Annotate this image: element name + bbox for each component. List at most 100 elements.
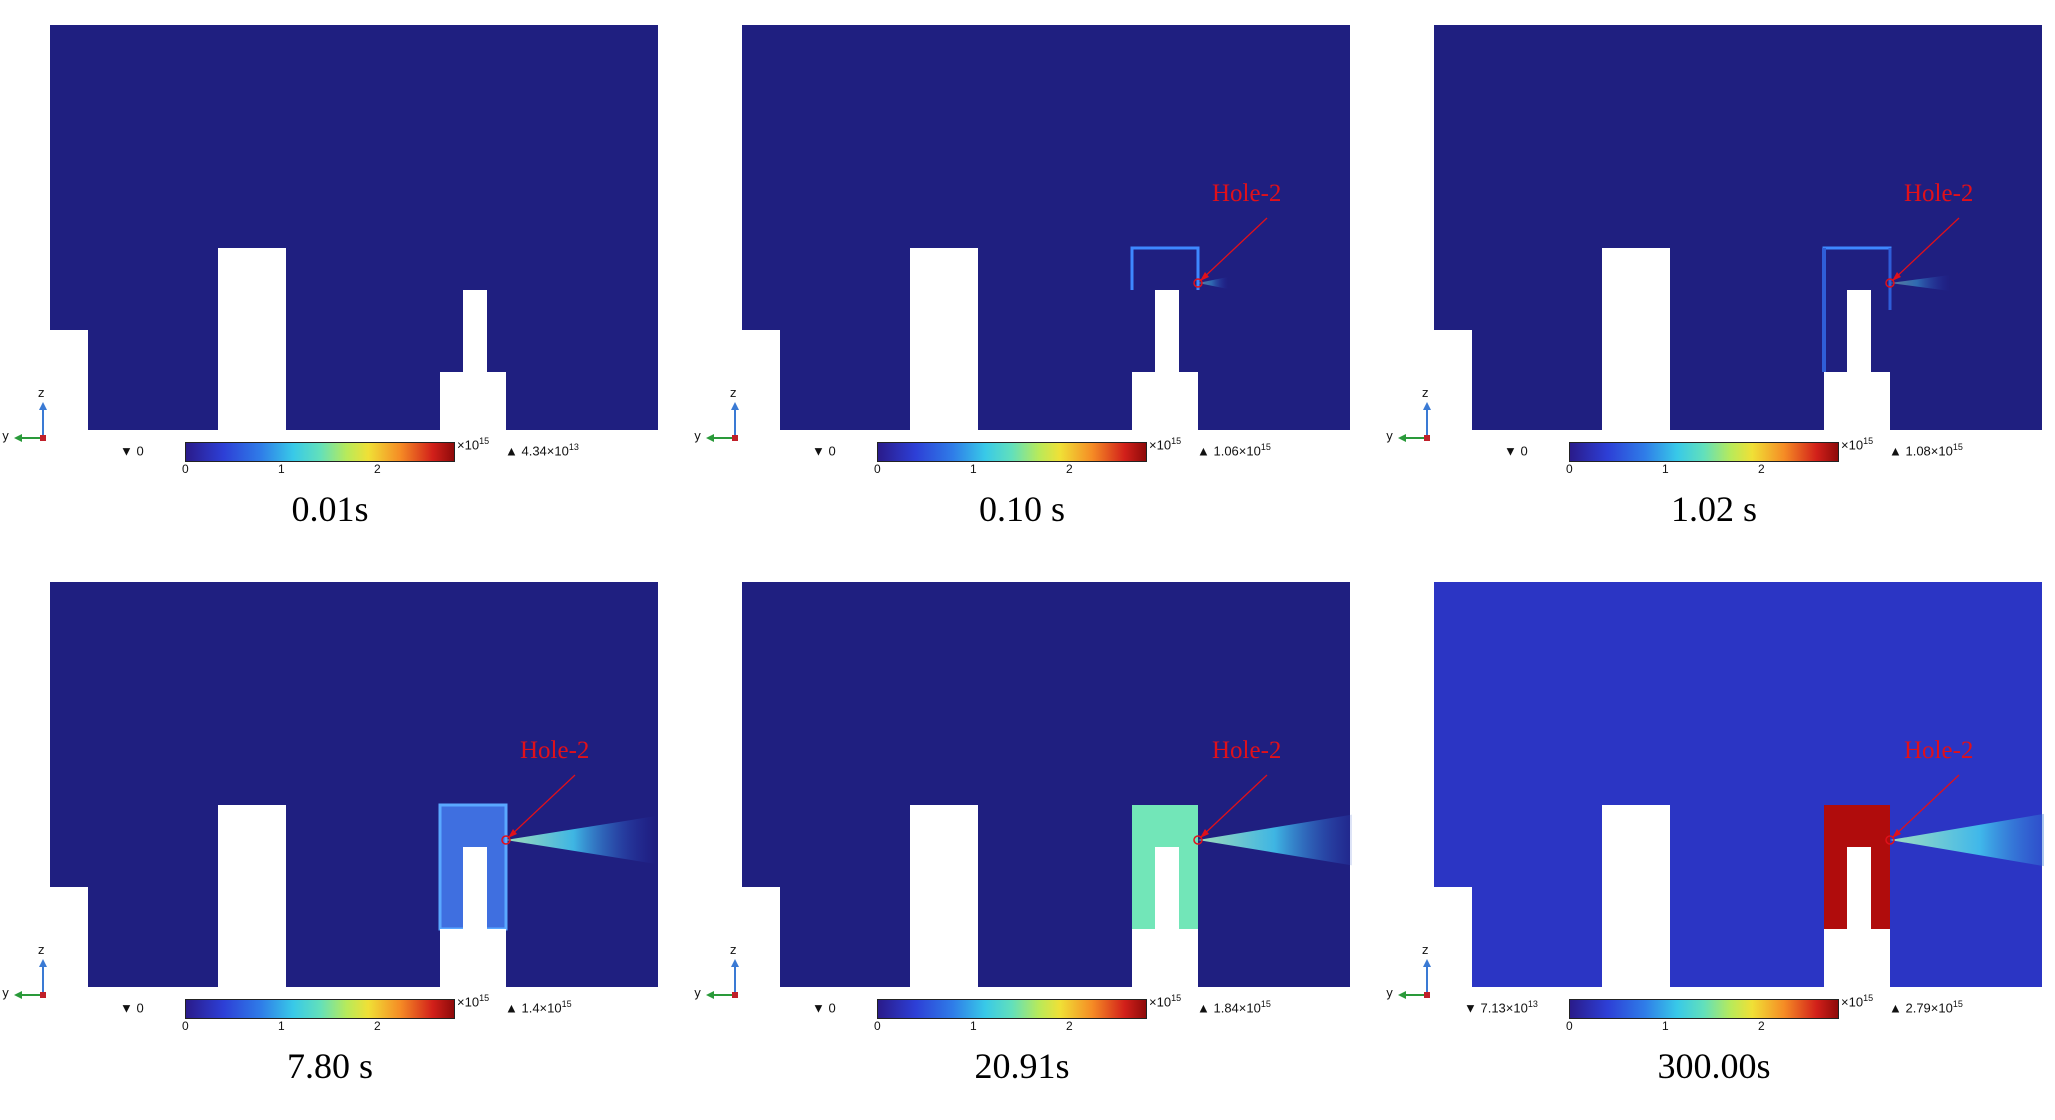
inner-pillar (1847, 847, 1871, 929)
y-axis-label: y (694, 986, 701, 1000)
min-value: ▼ 0 (120, 443, 144, 459)
domain-region (742, 582, 1350, 987)
jet-plume (506, 816, 656, 864)
simulation-panel: Hole-2 z y ▼ 0 0 1 2 ×1015 ▲ 1.84×1015 2… (692, 557, 1352, 1097)
z-axis-label: z (1422, 386, 1428, 400)
colorbar-exponent: ×1015 (1841, 436, 1874, 453)
colorbar-tick: 0 (182, 1019, 189, 1033)
min-value: ▼ 0 (120, 1000, 144, 1016)
concentration-field (50, 25, 658, 432)
trap-outline (1130, 246, 1200, 290)
hole-leader (1199, 217, 1268, 282)
concentration-field (50, 582, 658, 989)
lower-right-block (1824, 929, 1890, 989)
domain-region (1434, 25, 2042, 430)
time-label: 7.80 s (286, 1046, 373, 1086)
outflow-jet (1890, 813, 2044, 867)
hole-arrowhead (1892, 272, 1901, 281)
hole-circle (1885, 835, 1895, 845)
axis-triad: z y (2, 943, 47, 1000)
hole-marker (501, 774, 576, 845)
colorbar (185, 999, 455, 1019)
colorbar (185, 442, 455, 462)
axis-triad: z y (1386, 386, 1431, 443)
z-axis-label: z (1422, 943, 1428, 957)
left-block (218, 805, 286, 989)
hole-2-label: Hole-2 (1212, 180, 1282, 207)
hole-arrowhead (1200, 272, 1209, 281)
max-value: ▲ 1.84×1015 (1197, 999, 1271, 1016)
left-block (910, 805, 978, 989)
simulation-panel: Hole-2 z y ▼ 0 0 1 2 ×1015 ▲ 1.4×1015 7.… (0, 557, 660, 1097)
hole-arrowhead (1200, 829, 1209, 838)
colorbar (1569, 442, 1839, 462)
inner-pillar (1155, 847, 1179, 929)
hole-2-label: Hole-2 (1904, 180, 1974, 207)
y-axis-label: y (1386, 429, 1393, 443)
left-block (218, 248, 286, 432)
colorbar-tick: 2 (1758, 1019, 1765, 1033)
time-label: 20.91s (974, 1046, 1070, 1086)
hole-circle (501, 835, 511, 845)
axis-triad: z y (694, 943, 739, 1000)
max-value: ▲ 1.4×1015 (505, 999, 572, 1016)
hole-marker (1193, 774, 1268, 845)
inner-pillar (1155, 290, 1179, 372)
lower-right-block (1824, 372, 1890, 432)
max-value: ▲ 1.08×1015 (1889, 442, 1963, 459)
simulation-panel: Hole-2 z y ▼ 0 0 1 2 ×1015 ▲ 1.08×1015 1… (1384, 0, 2044, 540)
hole-2-label: Hole-2 (520, 737, 590, 764)
left-block (910, 248, 978, 432)
inner-pillar (1847, 290, 1871, 372)
min-value: ▼ 7.13×1013 (1464, 999, 1538, 1016)
lower-right-block (1132, 929, 1198, 989)
colorbar-exponent: ×1015 (457, 993, 490, 1010)
time-label: 0.01s (291, 489, 369, 529)
trap-structure (1130, 246, 1200, 290)
domain-region (50, 25, 658, 430)
max-value: ▲ 4.34×1013 (505, 442, 579, 459)
z-axis-label: z (730, 386, 736, 400)
y-axis-label: y (1386, 986, 1393, 1000)
outflow-jet (1198, 277, 1228, 289)
lower-right-block (440, 929, 506, 989)
min-value: ▼ 0 (1504, 443, 1528, 459)
colorbar-tick: 0 (1566, 462, 1573, 476)
z-axis-label: z (730, 943, 736, 957)
hole-2-label: Hole-2 (1904, 737, 1974, 764)
colorbar-tick: 1 (278, 1019, 285, 1033)
colorbar-tick: 1 (1662, 1019, 1669, 1033)
hole-2-label: Hole-2 (1212, 737, 1282, 764)
inner-pillar (463, 290, 487, 372)
colorbar-tick: 1 (1662, 462, 1669, 476)
outflow-jet (506, 816, 656, 864)
time-label: 1.02 s (1670, 489, 1757, 529)
domain-region (742, 25, 1350, 430)
colorbar-tick: 0 (182, 462, 189, 476)
jet-plume (1198, 277, 1228, 289)
hole-leader (1891, 217, 1960, 282)
colorbar-tick: 2 (1758, 462, 1765, 476)
outflow-jet (1890, 275, 1950, 291)
colorbar-tick: 1 (970, 1019, 977, 1033)
concentration-field (1434, 25, 2042, 432)
colorbar-tick: 2 (374, 1019, 381, 1033)
hole-circle (1193, 835, 1203, 845)
min-value: ▼ 0 (812, 1000, 836, 1016)
hole-marker (1885, 774, 1960, 845)
concentration-field (742, 25, 1350, 432)
simulation-panel: Hole-2 z y ▼ 0 0 1 2 ×1015 ▲ 1.06×1015 0… (692, 0, 1352, 540)
max-value: ▲ 2.79×1015 (1889, 999, 1963, 1016)
colorbar-tick: 0 (874, 462, 881, 476)
hole-arrowhead (508, 829, 517, 838)
hole-leader (1891, 774, 1960, 839)
colorbar-tick: 2 (1066, 1019, 1073, 1033)
axis-triad: z y (694, 386, 739, 443)
simulation-panel: Hole-2 z y ▼ 7.13×1013 0 1 2 ×1015 ▲ 2.7… (1384, 557, 2044, 1097)
y-axis-label: y (2, 986, 9, 1000)
concentration-field (1434, 582, 2044, 989)
max-value: ▲ 1.06×1015 (1197, 442, 1271, 459)
colorbar (877, 442, 1147, 462)
hole-leader (1199, 774, 1268, 839)
colorbar-tick: 0 (874, 1019, 881, 1033)
